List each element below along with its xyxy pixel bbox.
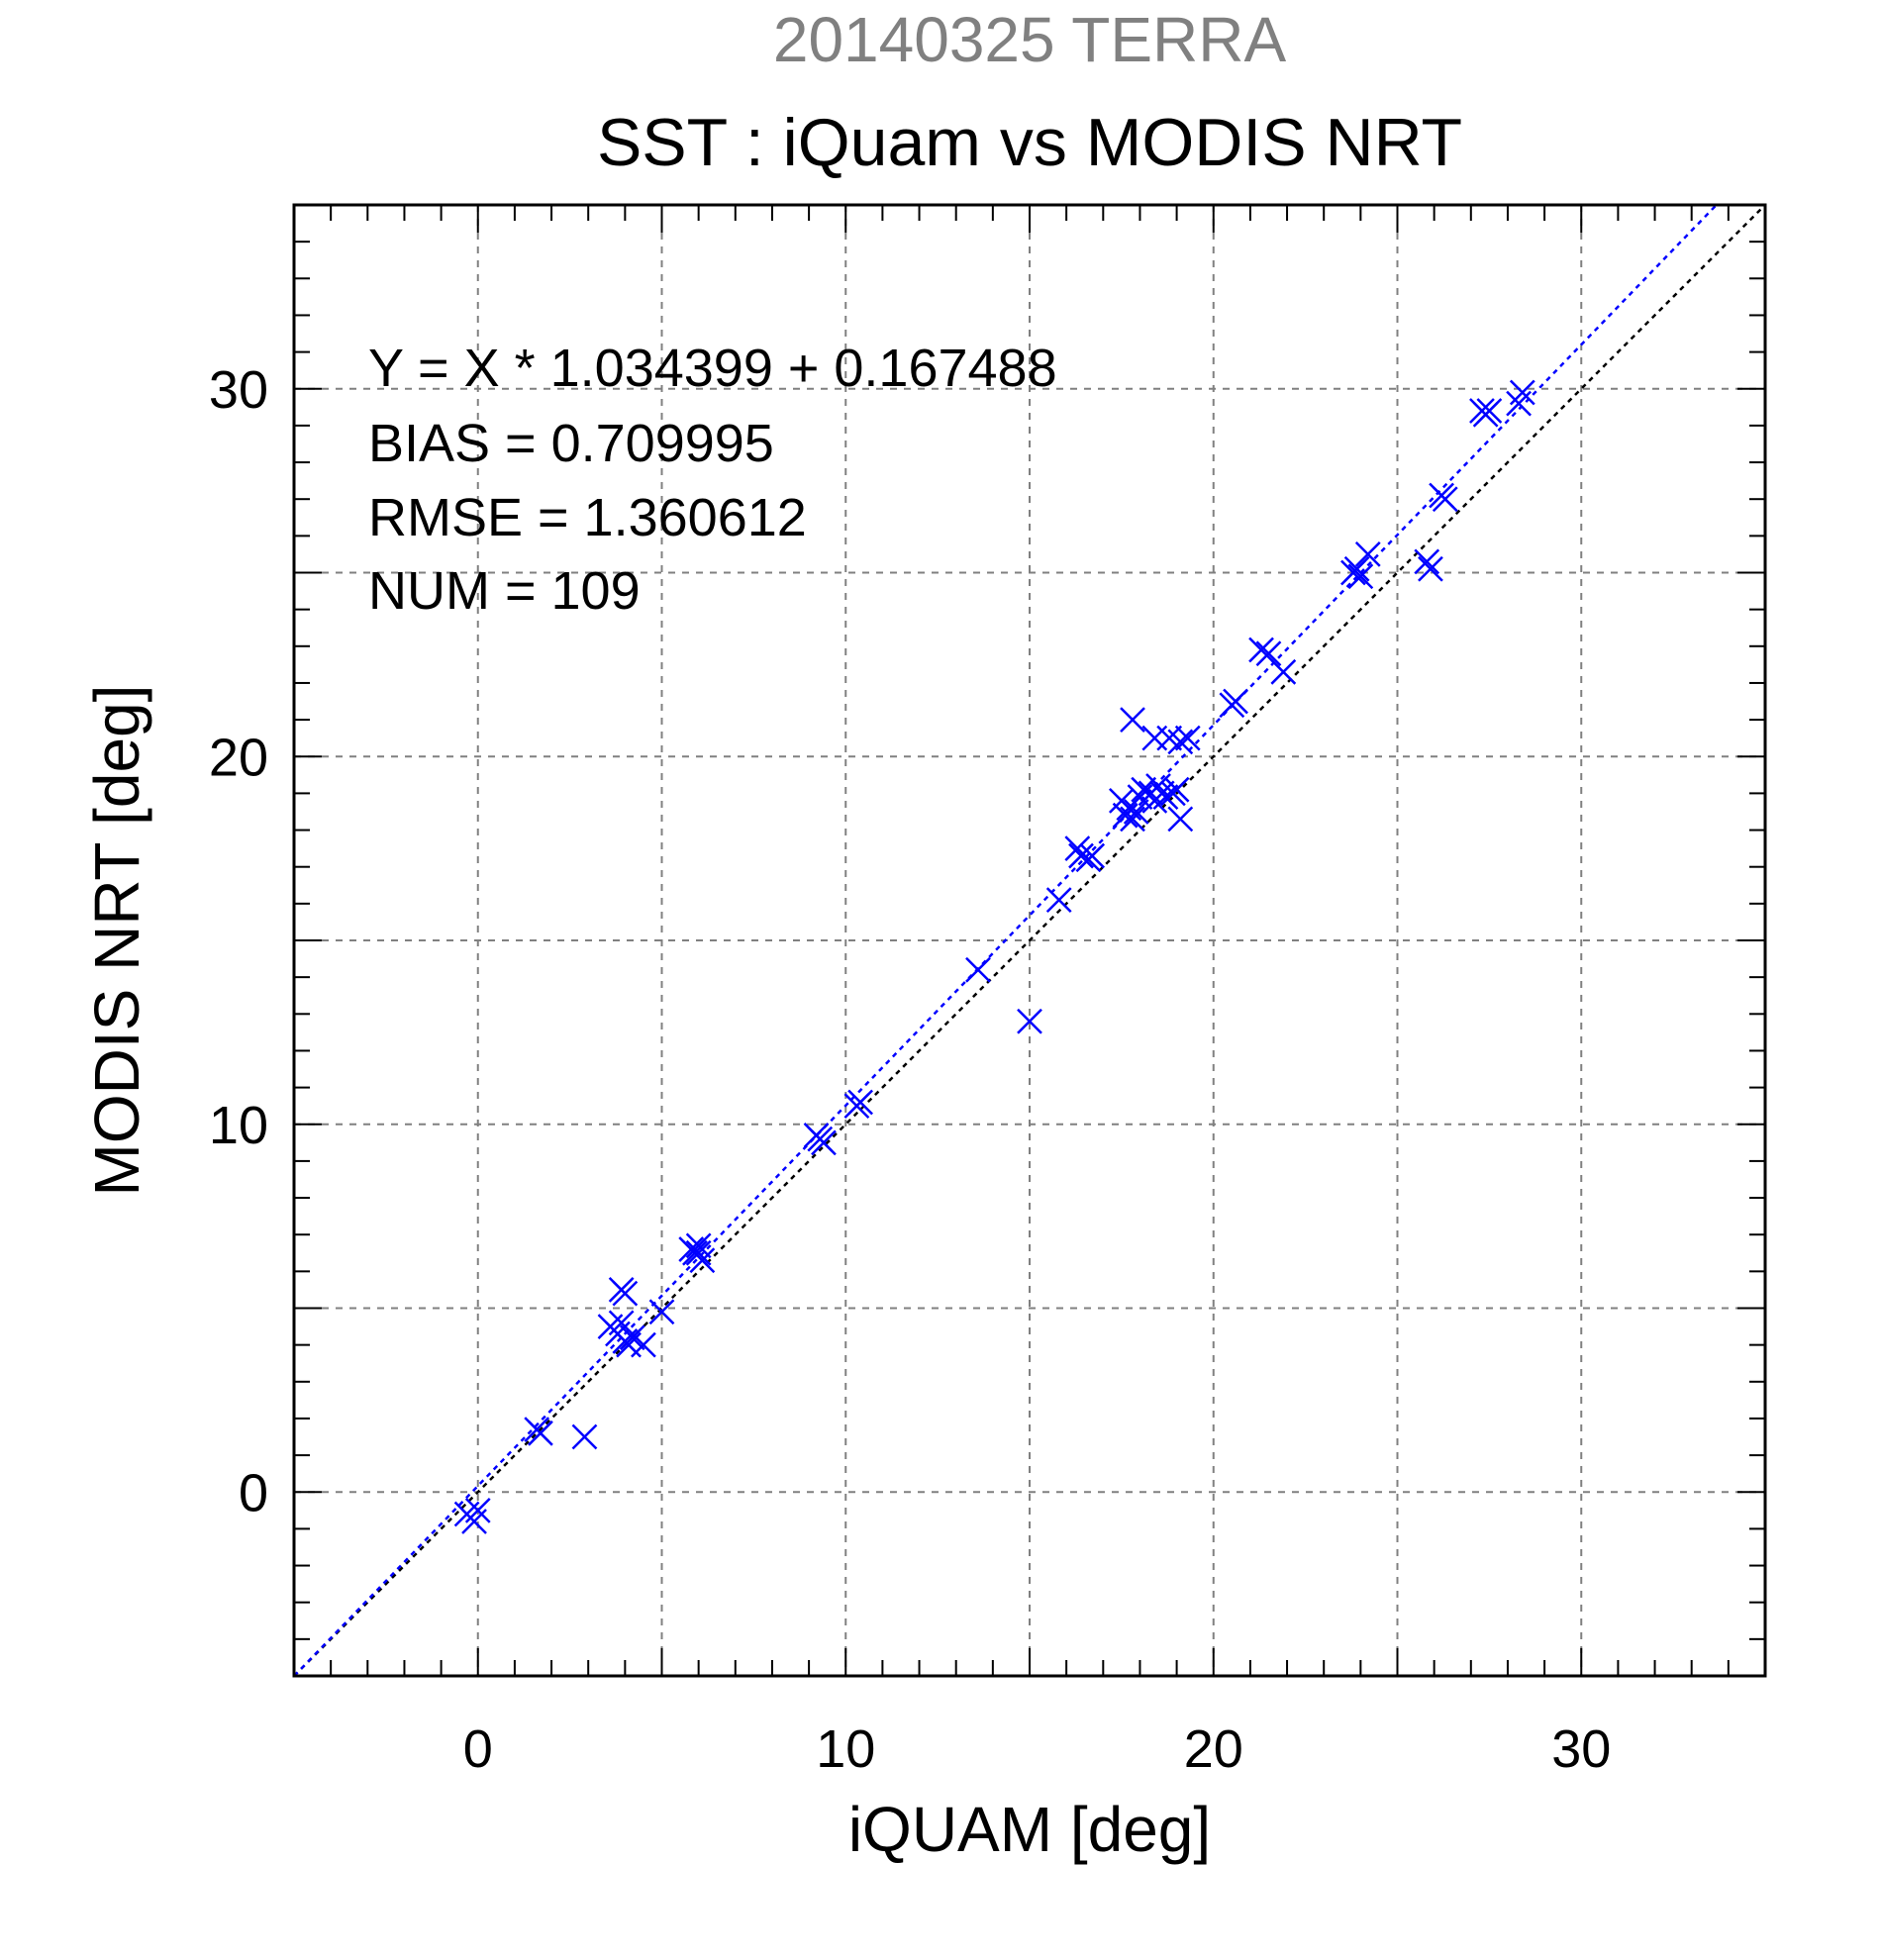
data-point — [1141, 725, 1168, 751]
stats-box: Y = X * 1.034399 + 0.167488 BIAS = 0.709… — [368, 339, 1057, 621]
data-point — [1432, 486, 1458, 513]
data-point — [1120, 707, 1145, 733]
x-tick-labels: 0 10 20 30 — [463, 1719, 1612, 1779]
data-point — [965, 956, 991, 983]
chart-title: SST : iQuam vs MODIS NRT — [597, 105, 1462, 180]
data-point — [612, 1280, 639, 1307]
x-tick-label: 20 — [1184, 1719, 1243, 1779]
data-point — [1476, 398, 1503, 424]
stats-rmse: RMSE = 1.360612 — [368, 488, 807, 547]
x-axis-label: iQUAM [deg] — [848, 1794, 1211, 1865]
data-point — [1167, 729, 1194, 755]
data-point — [528, 1420, 553, 1446]
y-axis-label: MODIS NRT [deg] — [81, 685, 152, 1197]
data-point — [685, 1232, 712, 1259]
data-point — [1123, 799, 1149, 825]
chart-date-title: 20140325 TERRA — [773, 4, 1287, 75]
y-tick-labels: 0 10 20 30 — [209, 360, 268, 1523]
data-point — [648, 1299, 675, 1325]
data-point — [1414, 548, 1440, 575]
data-point — [1223, 688, 1248, 715]
y-tick-label: 30 — [209, 360, 268, 420]
data-point — [1347, 563, 1374, 590]
data-point — [847, 1089, 873, 1116]
y-tick-label: 0 — [239, 1463, 268, 1522]
data-point — [1045, 887, 1072, 914]
x-tick-label: 0 — [463, 1719, 493, 1779]
fit-line — [293, 204, 1718, 1677]
axis-ticks — [293, 204, 1766, 1677]
data-point — [1017, 1008, 1042, 1034]
data-point — [1255, 640, 1282, 667]
y-tick-label: 20 — [209, 728, 268, 787]
data-point — [1354, 541, 1381, 567]
data-point — [1167, 806, 1194, 833]
stats-bias: BIAS = 0.709995 — [368, 414, 774, 473]
stats-num: NUM = 109 — [368, 561, 641, 621]
x-tick-label: 10 — [816, 1719, 875, 1779]
data-point — [1248, 637, 1274, 663]
data-point — [1068, 842, 1094, 869]
stats-fit-equation: Y = X * 1.034399 + 0.167488 — [368, 339, 1057, 398]
data-point — [571, 1423, 598, 1450]
data-point — [811, 1129, 837, 1156]
y-tick-label: 10 — [209, 1096, 268, 1155]
data-point — [1509, 379, 1535, 406]
data-point — [1343, 555, 1370, 582]
data-points — [453, 379, 1535, 1534]
data-point — [619, 1324, 645, 1351]
x-tick-label: 30 — [1551, 1719, 1611, 1779]
data-point — [689, 1247, 716, 1274]
data-point — [685, 1239, 712, 1266]
data-point — [1270, 658, 1297, 685]
data-point — [1152, 784, 1179, 810]
data-point — [1174, 725, 1201, 751]
data-point — [1163, 776, 1190, 803]
data-point — [1120, 806, 1145, 833]
data-point — [464, 1497, 491, 1523]
data-point — [1418, 555, 1443, 582]
plot-frame — [292, 203, 1767, 1678]
data-point — [631, 1331, 656, 1358]
data-point — [1079, 842, 1106, 869]
